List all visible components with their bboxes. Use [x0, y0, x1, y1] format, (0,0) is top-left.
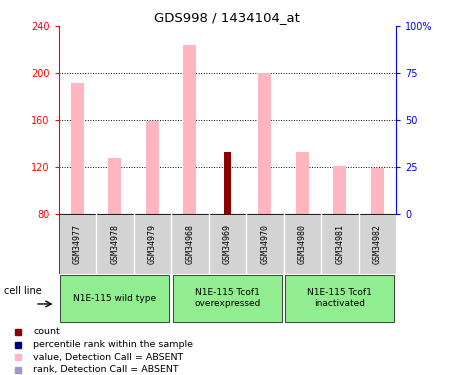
Bar — [71, 82, 84, 214]
Bar — [173, 275, 282, 321]
Text: percentile rank within the sample: percentile rank within the sample — [33, 340, 193, 349]
Text: GSM34979: GSM34979 — [148, 224, 157, 264]
Text: GSM34981: GSM34981 — [335, 224, 344, 264]
Text: N1E-115 Tcof1
inactivated: N1E-115 Tcof1 inactivated — [307, 288, 372, 308]
Text: GSM34969: GSM34969 — [223, 224, 232, 264]
Bar — [333, 166, 346, 214]
Bar — [296, 152, 309, 214]
Text: N1E-115 Tcof1
overexpressed: N1E-115 Tcof1 overexpressed — [194, 288, 261, 308]
Bar — [258, 73, 271, 214]
Text: GSM34968: GSM34968 — [185, 224, 194, 264]
Text: GSM34970: GSM34970 — [260, 224, 269, 264]
Bar — [285, 275, 394, 321]
Bar — [146, 121, 159, 214]
Text: N1E-115 wild type: N1E-115 wild type — [73, 294, 156, 303]
Text: GSM34978: GSM34978 — [110, 224, 119, 264]
Text: GSM34980: GSM34980 — [298, 224, 307, 264]
Bar — [224, 152, 231, 214]
Bar — [371, 168, 384, 214]
Text: count: count — [33, 327, 60, 336]
Text: cell line: cell line — [4, 286, 42, 296]
Bar — [183, 45, 196, 214]
Text: GSM34977: GSM34977 — [73, 224, 82, 264]
Text: GSM34982: GSM34982 — [373, 224, 382, 264]
Text: rank, Detection Call = ABSENT: rank, Detection Call = ABSENT — [33, 365, 179, 374]
Text: value, Detection Call = ABSENT: value, Detection Call = ABSENT — [33, 352, 184, 362]
Title: GDS998 / 1434104_at: GDS998 / 1434104_at — [154, 11, 300, 24]
Bar — [108, 158, 122, 214]
Bar — [60, 275, 169, 321]
